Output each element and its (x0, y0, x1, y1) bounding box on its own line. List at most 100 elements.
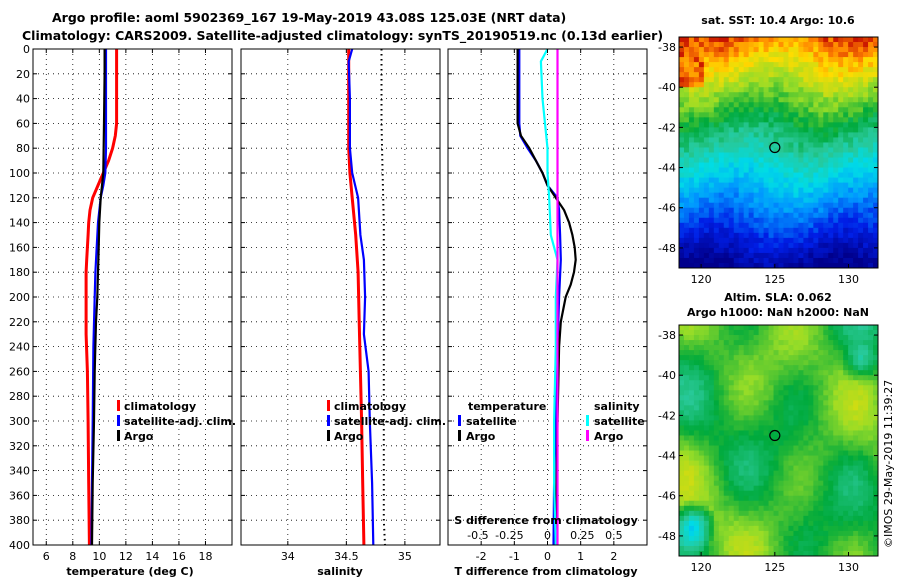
heatmap-cell (738, 355, 745, 361)
heatmap-cell (688, 505, 695, 512)
heatmap-cell (718, 97, 725, 103)
heatmap-cell (773, 495, 780, 502)
heatmap-cell (773, 152, 780, 159)
heatmap-cell (713, 87, 720, 93)
heatmap-cell (718, 415, 725, 422)
heatmap-cell (873, 72, 878, 78)
heatmap-cell (753, 395, 760, 401)
heatmap-cell (868, 450, 874, 457)
heatmap-cell (783, 335, 790, 341)
heatmap-cell (758, 440, 765, 447)
heatmap-cell (828, 67, 834, 73)
heatmap-cell (788, 330, 795, 336)
heatmap-cell (688, 390, 695, 396)
heatmap-cell (818, 167, 824, 174)
heatmap-cell (863, 77, 869, 83)
heatmap-cell (823, 42, 829, 48)
heatmap-cell (733, 42, 740, 48)
heatmap-cell (703, 117, 710, 123)
heatmap-cell (698, 395, 705, 401)
heatmap-cell (838, 355, 844, 361)
heatmap-cell (793, 385, 799, 391)
heatmap-cell (768, 172, 775, 179)
heatmap-cell (738, 535, 745, 542)
heatmap-cell (718, 162, 725, 169)
heatmap-cell (728, 330, 735, 336)
heatmap-cell (798, 480, 804, 487)
heatmap-cell (798, 405, 804, 411)
heatmap-cell (723, 182, 730, 189)
heatmap-cell (853, 425, 859, 432)
heatmap-cell (858, 500, 864, 507)
heatmap-cell (683, 490, 690, 497)
heatmap-cell (788, 515, 795, 522)
heatmap-cell (693, 42, 700, 48)
heatmap-cell (823, 515, 829, 522)
heatmap-cell (848, 52, 854, 58)
heatmap-cell (733, 187, 740, 194)
heatmap-cell (798, 152, 804, 159)
heatmap-cell (683, 400, 690, 406)
heatmap-cell (758, 545, 765, 552)
map-y-tick-label: -42 (658, 409, 676, 422)
heatmap-cell (723, 257, 730, 264)
heatmap-cell (813, 550, 819, 556)
heatmap-cell (763, 152, 770, 159)
heatmap-cell (723, 197, 730, 204)
heatmap-cell (723, 490, 730, 497)
temperature-panel: 0204060801001201401601802002202402602803… (9, 43, 236, 578)
heatmap-cell (738, 102, 745, 108)
heatmap-cell (753, 187, 760, 194)
heatmap-cell (713, 162, 720, 169)
heatmap-cell (803, 242, 809, 249)
heatmap-cell (798, 137, 804, 144)
heatmap-cell (753, 82, 760, 88)
heatmap-cell (738, 360, 745, 366)
heatmap-cell (723, 157, 730, 164)
heatmap-cell (868, 87, 874, 93)
heatmap-cell (693, 197, 700, 204)
heatmap-cell (698, 505, 705, 512)
heatmap-cell (713, 380, 720, 386)
heatmap-cell (693, 117, 700, 123)
heatmap-cell (763, 92, 770, 98)
heatmap-cell (818, 177, 824, 184)
heatmap-cell (793, 490, 799, 497)
heatmap-cell (768, 400, 775, 406)
heatmap-cell (733, 182, 740, 189)
heatmap-cell (838, 415, 844, 422)
heatmap-cell (713, 177, 720, 184)
heatmap-cell (778, 540, 785, 547)
heatmap-cell (793, 222, 799, 229)
heatmap-cell (778, 490, 785, 497)
heatmap-cell (788, 222, 795, 229)
heatmap-cell (713, 232, 720, 239)
heatmap-cell (833, 515, 839, 522)
heatmap-cell (708, 162, 715, 169)
heatmap-cell (833, 72, 839, 78)
heatmap-cell (863, 455, 869, 462)
heatmap-cell (758, 177, 765, 184)
heatmap-cell (828, 202, 834, 209)
heatmap-cell (708, 37, 715, 43)
heatmap-cell (679, 252, 685, 259)
heatmap-cell (698, 187, 705, 194)
heatmap-cell (703, 202, 710, 209)
heatmap-cell (798, 420, 804, 427)
heatmap-cell (833, 87, 839, 93)
heatmap-cell (703, 87, 710, 93)
heatmap-cell (823, 72, 829, 78)
heatmap-cell (863, 117, 869, 123)
heatmap-cell (768, 530, 775, 537)
heatmap-cell (763, 137, 770, 144)
heatmap-cell (783, 232, 790, 239)
heatmap-cell (818, 420, 824, 427)
heatmap-cell (773, 350, 780, 356)
heatmap-cell (803, 97, 809, 103)
heatmap-cell (798, 257, 804, 264)
heatmap-cell (843, 535, 849, 542)
heatmap-cell (693, 72, 700, 78)
heatmap-cell (778, 470, 785, 477)
heatmap-cell (808, 172, 814, 179)
heatmap-cell (683, 495, 690, 502)
